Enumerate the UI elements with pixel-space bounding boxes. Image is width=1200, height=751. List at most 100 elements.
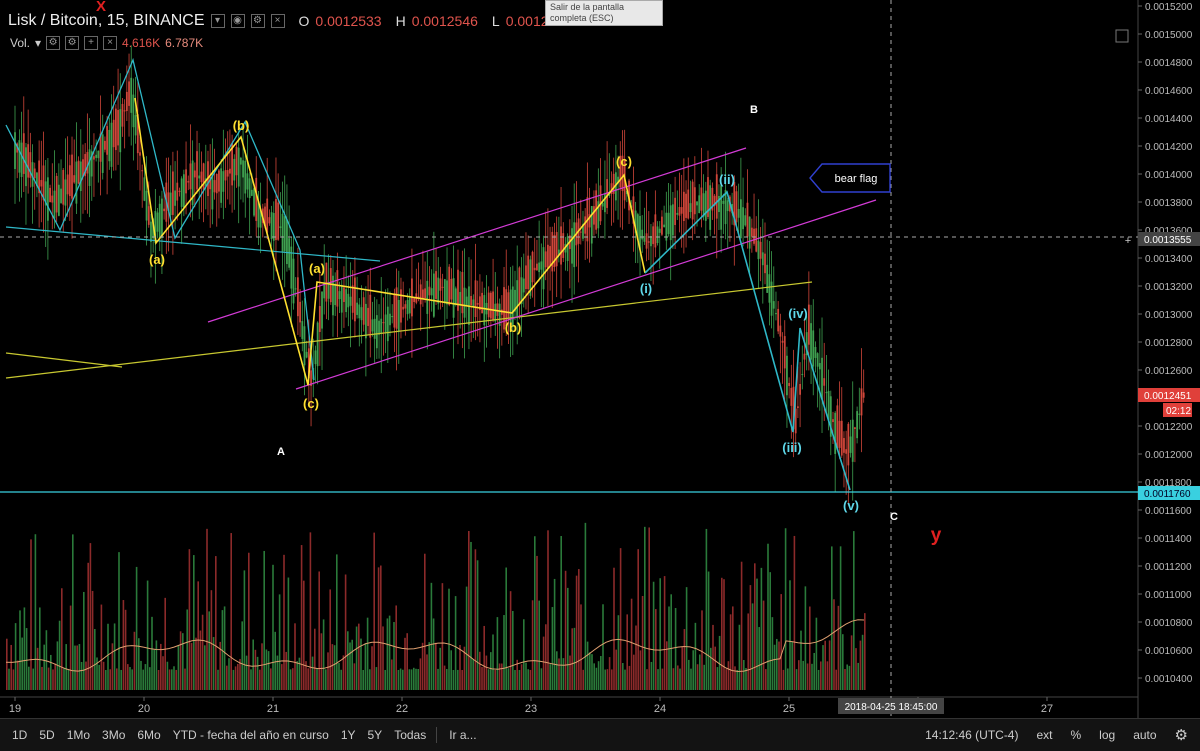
candle-body [272,213,275,241]
volume-bar [857,662,859,690]
chart-header: Lisk / Bitcoin, 15, BINANCE ▾ ◉ ⚙ × O 0.0… [8,12,596,30]
volume-bar [419,658,422,690]
y-tick-label: 0.0012000 [1145,450,1193,461]
x-tick-label: 25 [783,703,795,715]
range-6mo[interactable]: 6Mo [137,728,161,742]
volume-bar [463,646,466,690]
range-1mo[interactable]: 1Mo [66,728,91,742]
volume-bar [298,657,301,690]
candle-body [60,188,62,203]
volume-bar [824,640,826,690]
volume-bar [140,660,142,690]
goto-button[interactable]: Ir a... [449,728,477,742]
volume-bar [798,660,800,690]
close-icon[interactable]: × [103,36,118,50]
range-all[interactable]: Todas [394,728,427,742]
volume-bar [560,536,562,690]
candle-body [481,292,484,314]
toolbar-divider [436,727,438,743]
candle-body [483,295,486,326]
y-tick-label: 0.0010600 [1145,646,1193,657]
y-tick-label: 0.0010400 [1145,674,1193,685]
candle-body [106,126,109,155]
volume-bar [652,581,655,690]
candle-body [601,202,604,207]
candle-body [389,313,391,326]
wave-label-cyan: (i) [640,281,652,296]
settings-icon[interactable]: ⚙ [46,36,61,50]
dropdown-icon[interactable]: ▾ [210,14,225,28]
volume-bar [278,594,281,690]
x-tick-label: 27 [1041,703,1053,715]
volume-header: Vol. ▾ ⚙ ⚙ + × 4.616K 6.787K [10,36,203,50]
percent-toggle[interactable]: % [1070,728,1082,742]
volume-bar [232,669,235,690]
auto-toggle[interactable]: auto [1133,728,1157,742]
volume-bar [674,608,677,690]
candle-body [856,411,859,439]
volume-bar [320,633,323,690]
volume-bar [503,615,505,690]
volume-bar [109,669,111,690]
ext-toggle[interactable]: ext [1036,728,1053,742]
callout-label: bear flag [835,173,878,185]
range-3mo[interactable]: 3Mo [102,728,126,742]
candle-body [604,193,606,213]
low-label: L [491,13,500,29]
y-tick-label: 0.0012800 [1145,338,1193,349]
symbol-title[interactable]: Lisk / Bitcoin, 15, BINANCE [8,12,205,29]
volume-bar [296,661,298,690]
range-1y[interactable]: 1Y [340,728,356,742]
candle-body [540,261,543,270]
wave-label-yellow: (c) [616,154,632,169]
volume-label[interactable]: Vol. [10,36,31,50]
candle-body [303,326,306,366]
add-icon[interactable]: + [84,36,99,50]
range-5y[interactable]: 5Y [367,728,383,742]
candle-body [283,216,286,252]
range-ytd[interactable]: YTD - fecha del año en curso [172,728,329,742]
volume-bar [186,609,188,690]
candle-body [777,308,780,332]
volume-bar [171,669,173,690]
volume-bar [58,620,61,690]
magenta-channel-lower [295,199,877,390]
volume-bar [470,541,472,690]
volume-bar [523,619,525,690]
volume-bar [542,636,545,690]
volume-bar [8,668,10,690]
candle-body [42,165,45,201]
volume-bar [305,661,307,690]
volume-bar [292,668,294,690]
volume-bar [644,526,646,690]
volume-bar [287,577,290,690]
candle-body [95,154,98,158]
settings-icon[interactable]: ⚙ [250,14,265,28]
volume-bar [34,534,37,690]
volume-bar [25,628,28,690]
candle-body [509,289,512,332]
volume-bar [448,588,450,690]
eye-icon[interactable]: ◉ [230,14,245,28]
y-tick-label: 0.0011000 [1145,590,1192,601]
candle-body [75,161,78,204]
volume-bar [580,604,582,690]
wave-label-yellow: (b) [505,320,522,335]
volume-bar [410,669,413,690]
range-1d[interactable]: 1D [12,728,28,742]
close-icon[interactable]: × [270,14,285,28]
volume-bar [452,670,455,690]
gear-icon[interactable]: ⚙ [1174,727,1188,744]
candle-body [193,170,196,178]
candle-body [544,251,547,268]
volume-bar [252,639,254,690]
candle-body [408,297,411,314]
range-5d[interactable]: 5D [39,728,55,742]
candle-body [854,427,856,429]
chevron-down-icon[interactable]: ▾ [35,36,42,50]
settings-icon[interactable]: ⚙ [65,36,80,50]
log-toggle[interactable]: log [1099,728,1116,742]
volume-bar [443,665,446,690]
volume-bar [474,549,477,690]
